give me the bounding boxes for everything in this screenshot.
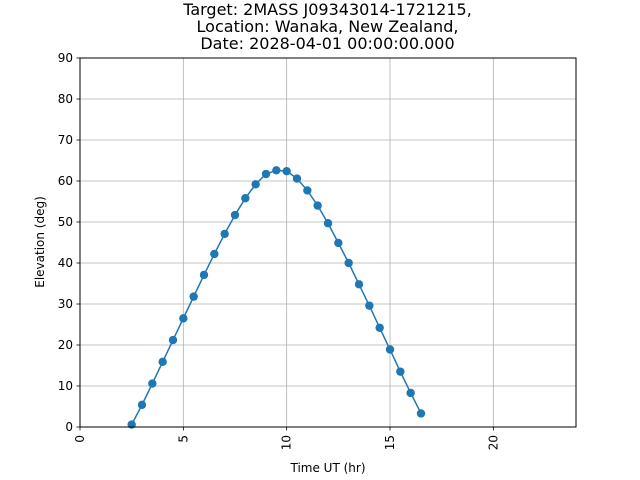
data-point xyxy=(334,238,343,248)
x-axis-label: Time UT (hr) xyxy=(289,461,365,475)
data-point xyxy=(230,210,240,220)
data-point xyxy=(375,323,384,332)
data-point xyxy=(210,249,219,259)
data-point xyxy=(282,166,291,176)
series-line xyxy=(131,169,422,425)
data-point xyxy=(385,345,395,354)
data-point xyxy=(292,174,302,183)
y-tick-label: 40 xyxy=(58,256,73,270)
data-point xyxy=(148,379,157,388)
y-tick-label: 10 xyxy=(58,379,73,393)
chart-title-line-1: Target: 2MASS J09343014-1721215, xyxy=(183,0,472,19)
data-point xyxy=(158,357,167,367)
series-elevation xyxy=(127,166,426,429)
y-tick-label: 50 xyxy=(58,215,73,229)
y-tick-label: 0 xyxy=(65,420,73,434)
data-point xyxy=(189,292,198,301)
chart-title-line-3: Date: 2028-04-01 00:00:00.000 xyxy=(200,34,455,53)
data-point xyxy=(323,219,333,228)
data-point xyxy=(344,258,353,268)
grid xyxy=(79,57,576,428)
y-tick-label: 60 xyxy=(58,174,73,188)
data-point xyxy=(251,180,260,189)
axes-frame xyxy=(79,57,577,428)
data-point xyxy=(313,201,322,210)
data-point xyxy=(272,166,281,175)
data-point xyxy=(179,314,188,323)
data-point xyxy=(365,301,374,310)
y-axis-label: Elevation (deg) xyxy=(33,196,47,288)
data-point xyxy=(220,229,229,239)
y-tick-label: 90 xyxy=(58,51,73,65)
data-point xyxy=(137,400,147,410)
data-point xyxy=(354,280,364,289)
x-tick-label: 15 xyxy=(383,435,397,450)
x-tick-label: 10 xyxy=(280,435,294,450)
data-point xyxy=(261,169,271,179)
y-tick-label: 70 xyxy=(58,133,73,147)
data-point xyxy=(241,194,250,203)
y-tick-label: 20 xyxy=(58,338,73,352)
data-point xyxy=(416,409,426,418)
x-tick-label: 5 xyxy=(176,435,190,443)
y-tick-label: 30 xyxy=(58,297,73,311)
data-point xyxy=(199,270,209,280)
data-point xyxy=(406,388,415,398)
x-tick-label: 20 xyxy=(486,435,500,450)
chart-title-line-2: Location: Wanaka, New Zealand, xyxy=(196,17,459,36)
ticks: 0 5 10 15 20 0 10 20 30 40 50 60 70 80 90 xyxy=(58,51,501,450)
y-tick-label: 80 xyxy=(58,92,73,106)
x-tick-label: 0 xyxy=(73,435,87,443)
data-point xyxy=(396,367,405,376)
data-point xyxy=(168,335,178,345)
data-point xyxy=(303,186,312,195)
